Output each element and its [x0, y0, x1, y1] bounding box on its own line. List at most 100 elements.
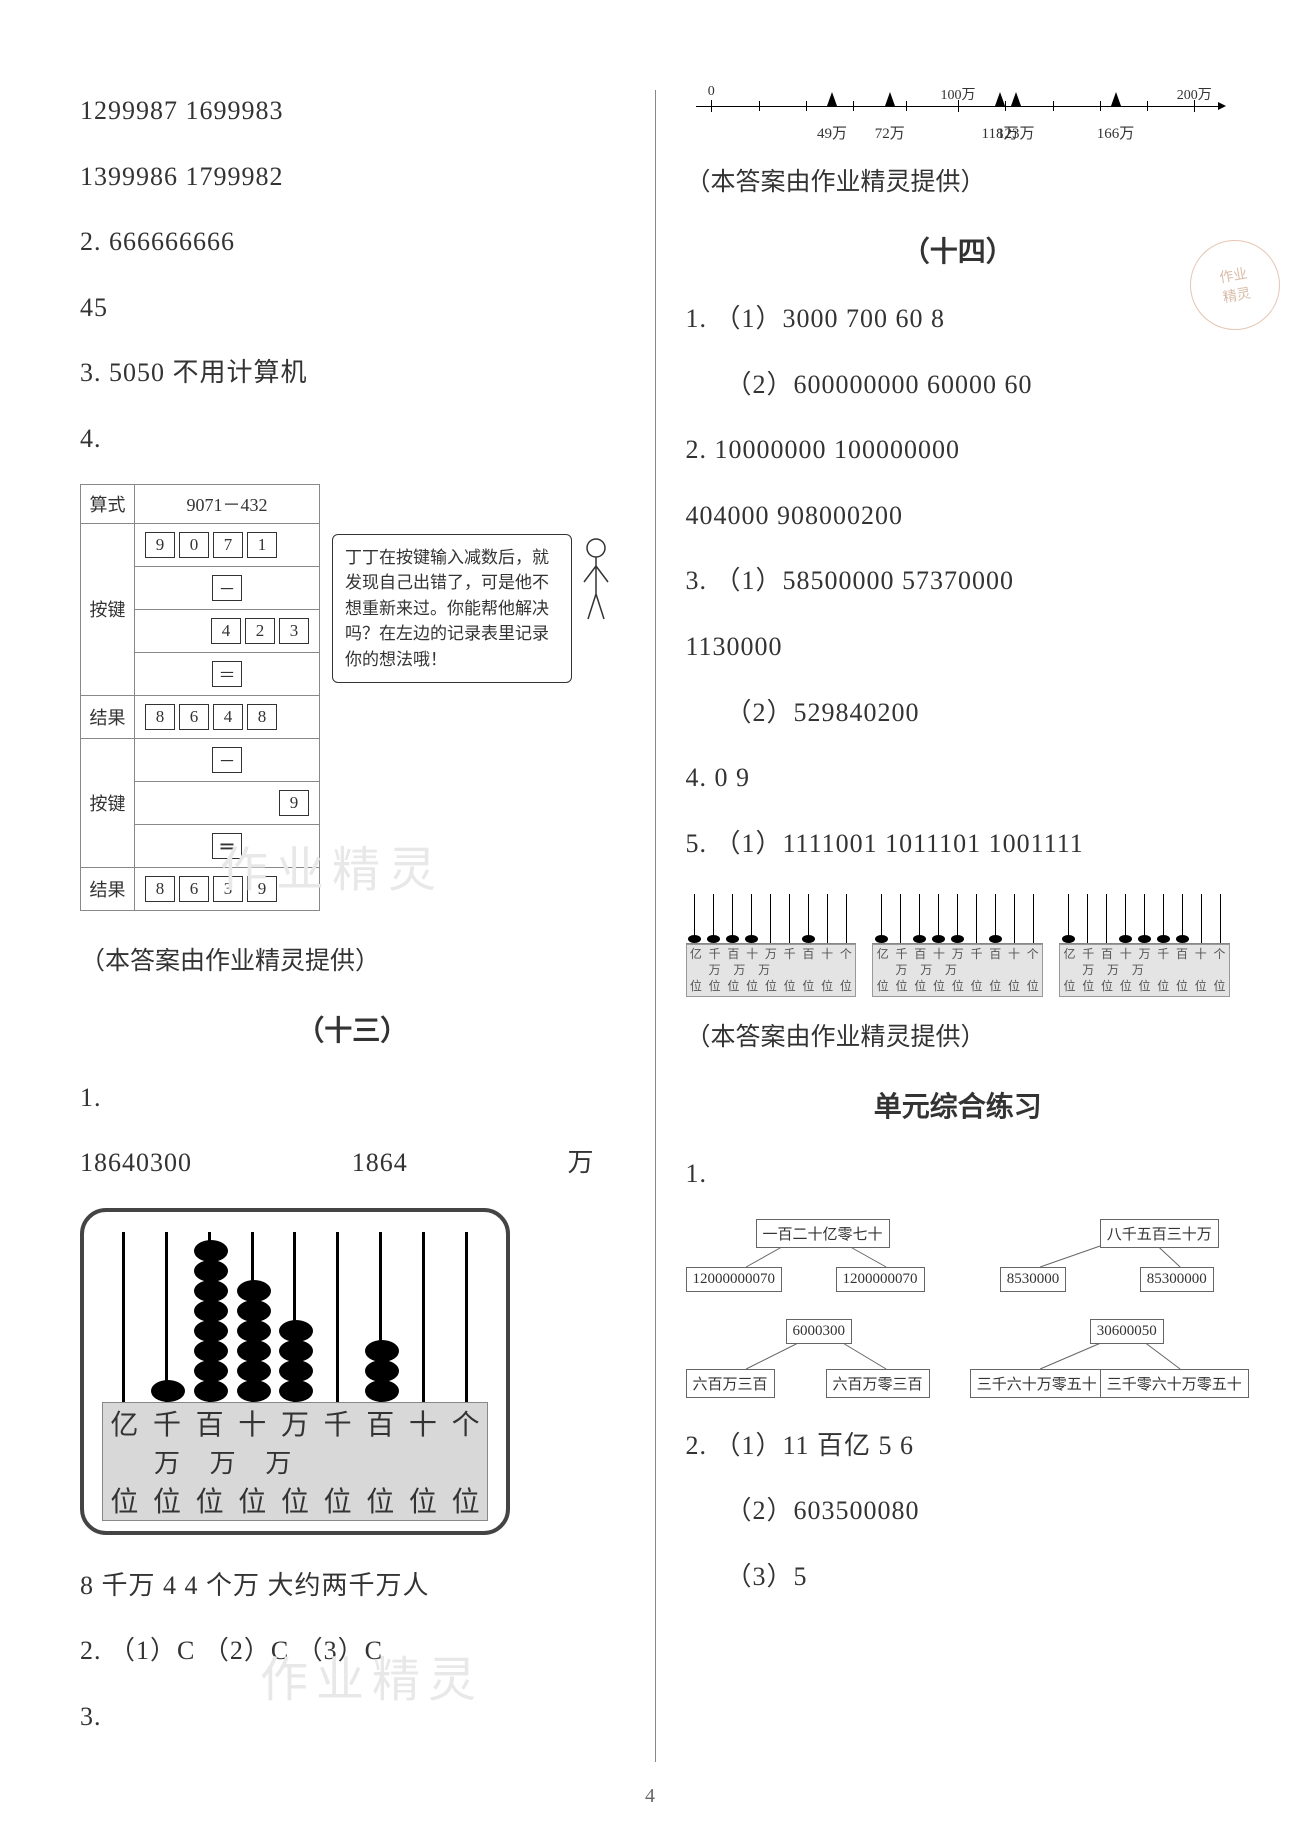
text-line: 3. 5050 不用计算机 [80, 352, 625, 394]
arrow-up-icon [1111, 92, 1121, 106]
plate-char: 百 [196, 1403, 224, 1443]
arrow-label: 72万 [875, 122, 905, 143]
value: 18640300 [80, 1142, 192, 1184]
tree-box: 六百万三百 [686, 1369, 775, 1398]
calc-press-label: 按键 [81, 738, 135, 867]
left-column: 1299987 1699983 1399986 1799982 2. 66666… [80, 90, 655, 1762]
abacus-small: 亿千百十万千百十个 万万万 位位位位位位位位位 [686, 894, 857, 997]
text-line: （2）603500080 [686, 1490, 1231, 1532]
arrow-up-icon [995, 92, 1005, 106]
key: ＝ [212, 833, 242, 859]
arrow-up-icon [885, 92, 895, 106]
text-line: 2. 10000000 100000000 [686, 429, 1231, 471]
abacus-small: 亿千百十万千百十个 万万万 位位位位位位位位位 [872, 894, 1043, 997]
key: 0 [179, 532, 209, 558]
stamp-line: 精灵 [1221, 283, 1252, 308]
text-line: 3. （1）58500000 57370000 [686, 560, 1231, 602]
text-line: 45 [80, 287, 625, 329]
plate-char: 位 [110, 1480, 138, 1520]
tree-box: 12000000070 [686, 1267, 783, 1292]
plate-char: 位 [238, 1480, 266, 1520]
calculator-figure: 算式 9071－432 按键 9071 － 423 ＝ 结果 8648 按键 － [80, 484, 625, 911]
unit-title: 单元综合练习 [686, 1085, 1231, 1125]
unit-tree: 一百二十亿零七十 12000000070 1200000070 6000300 … [686, 1219, 1231, 1399]
number-line: 0100万200万49万72万118万123万166万 [686, 90, 1231, 150]
plate-char: 位 [153, 1480, 181, 1520]
arrow-label: 49万 [817, 122, 847, 143]
plate-char: 位 [452, 1480, 480, 1520]
calc-keyrow: 9071 [135, 523, 320, 566]
tree-box: 85300000 [1140, 1267, 1214, 1292]
plate-char: 位 [409, 1480, 437, 1520]
value: 1864 [352, 1142, 408, 1184]
tree-right: 八千五百三十万 8530000 85300000 30600050 三千六十万零… [970, 1219, 1230, 1399]
text-line: 8 千万 4 4 个万 大约两千万人 [80, 1565, 625, 1607]
axis-label: 100万 [941, 84, 976, 104]
text-line: 1399986 1799982 [80, 156, 625, 198]
value: 万 [567, 1142, 594, 1184]
text-line: 4. [80, 418, 625, 460]
text-line: 1. [80, 1077, 625, 1119]
arrow-up-icon [1011, 92, 1021, 106]
text-line: （3）5 [686, 1556, 1231, 1598]
text-line: 404000 908000200 [686, 495, 1231, 537]
plate-char: 十 [238, 1403, 266, 1443]
credit-text: （本答案由作业精灵提供） [686, 1017, 1231, 1053]
plate-char [321, 1443, 328, 1480]
text-line: 2. （1）C （2）C （3）C [80, 1630, 625, 1672]
axis-label: 0 [708, 84, 715, 100]
text-line: （2）600000000 60000 60 [686, 364, 1231, 406]
text-line: 4. 0 9 [686, 757, 1231, 799]
tree-box: 1200000070 [836, 1267, 925, 1292]
key: 8 [247, 704, 277, 730]
arrow-label: 166万 [1097, 122, 1135, 143]
text-line: （2）529840200 [686, 692, 1231, 734]
plate-char: 个 [452, 1403, 480, 1443]
calc-keyrow: 8648 [135, 695, 320, 738]
key: 4 [211, 618, 241, 644]
key: － [212, 747, 242, 773]
text-line: 1299987 1699983 [80, 90, 625, 132]
plate-char: 位 [366, 1480, 394, 1520]
tree-box: 一百二十亿零七十 [756, 1219, 890, 1248]
plate-char: 万 [281, 1403, 309, 1443]
section-title-14: （十四） [686, 230, 1231, 270]
plate-char [393, 1443, 400, 1480]
key: 6 [179, 704, 209, 730]
key: ＝ [212, 661, 242, 687]
tree-box: 30600050 [1090, 1319, 1164, 1344]
calc-header-left: 算式 [81, 484, 135, 523]
key: 3 [279, 618, 309, 644]
axis-label: 200万 [1177, 84, 1212, 104]
key: 1 [247, 532, 277, 558]
key: 2 [245, 618, 275, 644]
text-line: 18640300 1864 万 [80, 1142, 625, 1184]
person-icon [576, 534, 616, 624]
key: － [212, 575, 242, 601]
speech-bubble: 丁丁在按键输入减数后，就发现自己出错了，可是他不想重新来过。你能帮他解决吗？在左… [332, 534, 572, 684]
tree-box: 6000300 [786, 1319, 853, 1344]
key: 6 [179, 876, 209, 902]
text-line: 2. 666666666 [80, 221, 625, 263]
key: 8 [145, 876, 175, 902]
tree-box: 六百万零三百 [826, 1369, 930, 1398]
calc-keyrow: 9 [135, 781, 320, 824]
plate-char [357, 1443, 364, 1480]
plate-char: 万 [265, 1443, 291, 1480]
calc-keyrow: － [135, 566, 320, 609]
plate-char: 万 [154, 1443, 180, 1480]
page-number: 4 [645, 1785, 655, 1808]
tree-box: 三千零六十万零五十 [1100, 1369, 1249, 1398]
page: 1299987 1699983 1399986 1799982 2. 66666… [0, 0, 1300, 1792]
abacus-small-row: 亿千百十万千百十个 万万万 位位位位位位位位位亿千百十万千百十个 万万万 位位位… [686, 894, 1231, 997]
calc-header-right: 9071－432 [135, 484, 320, 523]
calc-result-label: 结果 [81, 867, 135, 910]
text-line: 1130000 [686, 626, 1231, 668]
text-line: 1. [686, 1153, 1231, 1195]
plate-char [118, 1443, 125, 1480]
arrow-up-icon [827, 92, 837, 106]
plate-char: 位 [281, 1480, 309, 1520]
calc-keyrow: 423 [135, 609, 320, 652]
key: 7 [213, 532, 243, 558]
plate-char: 千 [153, 1403, 181, 1443]
